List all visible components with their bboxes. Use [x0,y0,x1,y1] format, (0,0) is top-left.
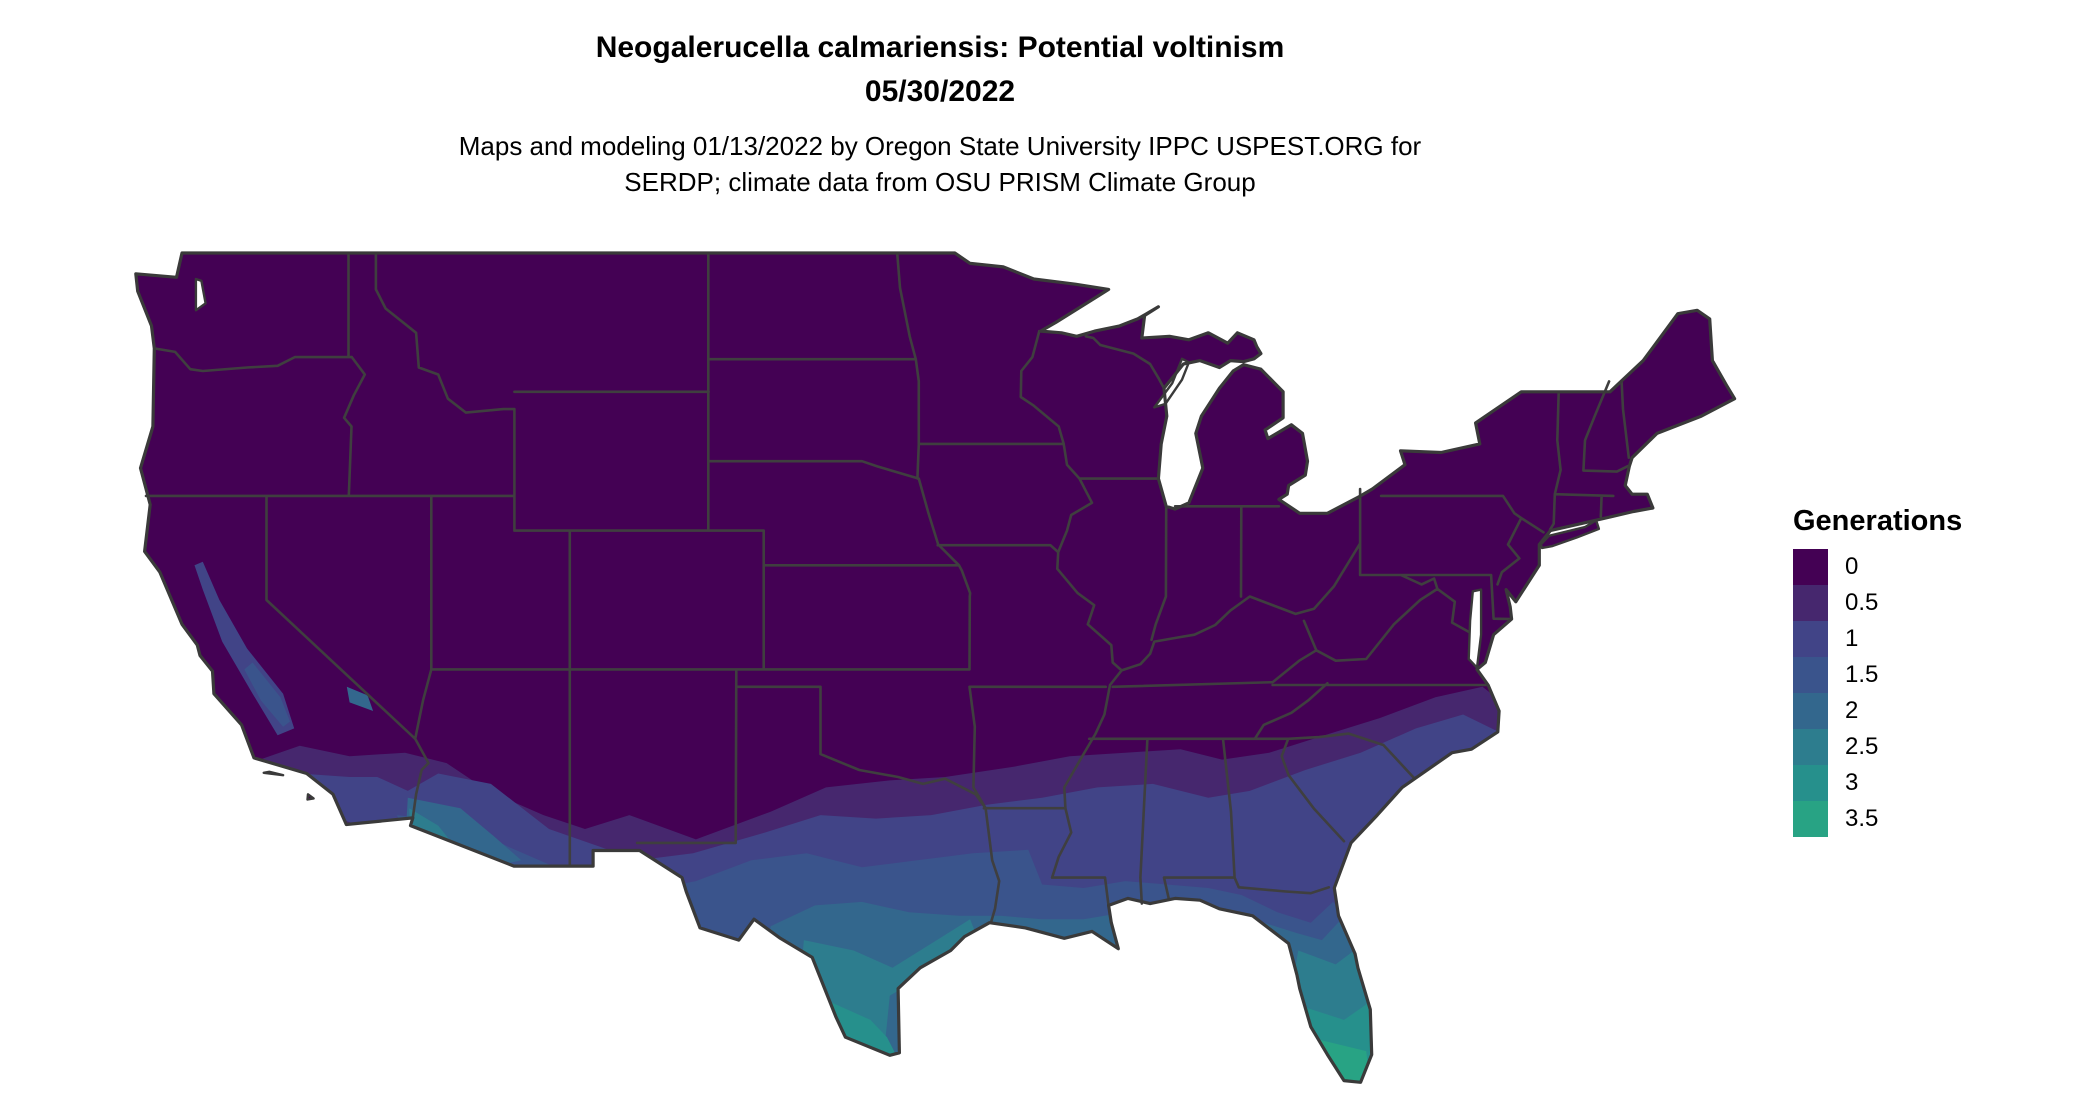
legend-swatch-0 [1793,549,1828,585]
legend-swatch-1 [1793,621,1828,657]
map-subtitle: Maps and modeling 01/13/2022 by Oregon S… [0,128,1880,200]
island [306,793,315,801]
island [262,770,285,777]
legend-entry: 1.5 [1793,657,1962,693]
map-title-line1: Neogalerucella calmariensis: Potential v… [595,31,1285,64]
legend-swatch-1.5 [1793,657,1828,693]
map-subtitle-line1: Maps and modeling 01/13/2022 by Oregon S… [458,131,1422,161]
legend-entry: 2 [1793,693,1962,729]
legend-swatch-2 [1793,693,1828,729]
legend-swatch-3.5 [1793,801,1828,837]
legend-label-3.5: 3.5 [1845,805,1879,832]
legend-swatch-0.5 [1793,585,1828,621]
water-body [194,277,207,312]
legend-label-3: 3 [1845,769,1859,796]
legend-entry: 3.5 [1793,801,1962,837]
legend-label-2.5: 2.5 [1845,733,1879,760]
legend-label-1: 1 [1845,625,1859,652]
map-subtitle-line2: SERDP; climate data from OSU PRISM Clima… [624,167,1256,197]
legend-entry: 3 [1793,765,1962,801]
legend-title: Generations [1793,505,1963,537]
legend-entry: 2.5 [1793,729,1962,765]
legend-entry: 1 [1793,621,1962,657]
legend-entry: 0.5 [1793,585,1962,621]
conus-outline [134,251,1737,1084]
map-title-date: 05/30/2022 [864,75,1016,108]
map-band-generations-3.5 [841,1035,1372,1083]
legend-label-0.5: 0.5 [1845,589,1879,616]
map-title: Neogalerucella calmariensis: Potential v… [0,26,1880,114]
legend-label-2: 2 [1845,697,1859,724]
generations-legend: Generations 0 0.5 1 1.5 2 2.5 3 [1793,506,1962,837]
legend-label-1.5: 1.5 [1845,661,1879,688]
state-borders [144,251,1631,924]
map-band-generations-3 [831,1002,1376,1083]
water-body [1467,588,1483,669]
legend-swatch-2.5 [1793,729,1828,765]
island [1539,519,1601,550]
legend-entry: 0 [1793,549,1962,585]
legend-swatch-3 [1793,765,1828,801]
legend-label-0: 0 [1845,553,1859,580]
